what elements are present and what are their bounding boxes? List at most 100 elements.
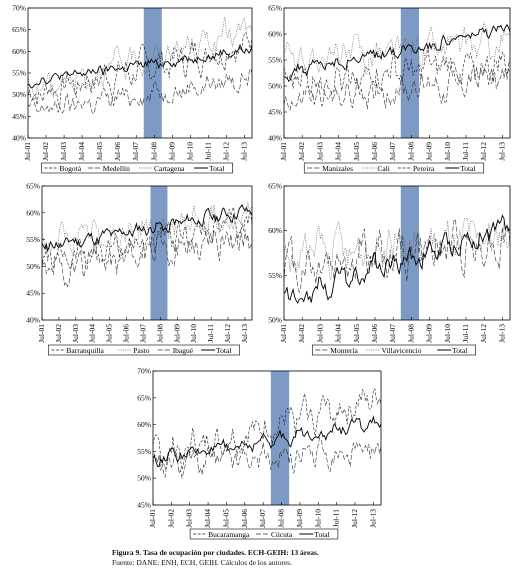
series-line-3 — [283, 49, 511, 100]
y-tick-label: 55% — [268, 271, 282, 280]
x-tick-label: Jul-06 — [122, 324, 131, 343]
x-tick-label: Jul-03 — [315, 142, 324, 161]
x-tick-label: Jul-01 — [37, 324, 46, 343]
plot-frame — [27, 7, 253, 139]
x-tick-label: Jul-09 — [167, 142, 176, 161]
y-tick-label: 50% — [12, 90, 26, 99]
chart-panel-3: 40% 45% 50% 55% 60% 65% Jul-01 Jul-02 Jul-03 Jul-… — [26, 182, 253, 356]
series-line-2 — [283, 22, 511, 75]
legend-box — [189, 528, 339, 540]
legend-label: Total — [452, 346, 467, 355]
x-tick-label: Jul-11 — [203, 142, 212, 161]
y-tick-label: 70% — [137, 367, 151, 376]
y-tick-label: 40% — [12, 134, 26, 143]
x-tick-label: Jul-01 — [23, 142, 32, 161]
x-tick-label: Jul-05 — [221, 509, 230, 528]
shaded-period-band — [270, 371, 290, 505]
legend-label: Pereira — [413, 164, 435, 173]
x-tick-label: Jul-08 — [406, 142, 415, 161]
y-tick-label: 70% — [12, 4, 26, 13]
plot-frame — [152, 370, 382, 506]
x-tick-label: Jul-12 — [479, 324, 488, 343]
x-tick-label: Jul-10 — [189, 324, 198, 343]
x-tick-label: Jul-06 — [113, 142, 122, 161]
x-tick-label: Jul-04 — [334, 142, 343, 161]
x-tick-label: Jul-03 — [185, 509, 194, 528]
x-tick-label: Jul-09 — [425, 142, 434, 161]
series-line-4 — [41, 204, 253, 253]
series-line-2 — [283, 217, 511, 280]
y-tick-label: 40% — [268, 134, 282, 143]
y-tick-label: 65% — [26, 182, 40, 191]
chart-panel-1: 40% 45% 50% 55% 60% 65% 70% Jul-01 Jul-02 Jul-03 J… — [12, 4, 253, 174]
legend-label: Cúcuta — [271, 530, 293, 539]
y-tick-label: 40% — [26, 316, 40, 325]
chart-panel-5: 45% 50% 55% 60% 65% 70% Jul-01 Jul-02 Jul-03 Jul-… — [137, 367, 382, 540]
y-tick-label: 55% — [26, 235, 40, 244]
legend-label: Pasto — [133, 346, 150, 355]
x-tick-label: Jul-05 — [352, 142, 361, 161]
x-tick-label: Jul-10 — [443, 142, 452, 161]
chart-legend: Bogotá Medellín Cartagena Total — [41, 162, 233, 174]
y-tick-label: 45% — [26, 289, 40, 298]
shaded-period-band — [400, 8, 419, 138]
y-tick-label: 60% — [268, 30, 282, 39]
x-tick-label: Jul-09 — [172, 324, 181, 343]
caption-source: Fuente: DANE: ENH, ECH, GEIH. Cálculos d… — [112, 558, 292, 567]
x-tick-label: Jul-07 — [131, 142, 140, 161]
shaded-period-band — [143, 8, 162, 138]
y-tick-label: 60% — [137, 420, 151, 429]
series-line-4 — [27, 43, 253, 89]
chart-legend: Manizales Cali Pereira Total — [303, 162, 485, 174]
shaded-period-band — [150, 186, 168, 320]
legend-label: Ibagué — [173, 346, 194, 355]
legend-label: Bogotá — [59, 164, 81, 173]
series-line-1 — [152, 388, 382, 470]
y-tick-label: 50% — [268, 316, 282, 325]
x-tick-label: Jul-12 — [479, 142, 488, 161]
y-tick-label: 60% — [268, 226, 282, 235]
x-tick-label: Jul-07 — [138, 324, 147, 343]
y-tick-label: 55% — [137, 447, 151, 456]
x-tick-label: Jul-10 — [313, 509, 322, 528]
x-tick-label: Jul-13 — [239, 142, 248, 161]
y-tick-label: 50% — [137, 474, 151, 483]
legend-label: Cartagena — [154, 164, 185, 173]
legend-label: Total — [216, 346, 231, 355]
figure-caption: Figura 9. Tasa de ocupación por ciudades… — [112, 548, 492, 568]
legend-label: Barranquilla — [66, 346, 104, 355]
legend-label: Total — [209, 164, 224, 173]
y-tick-label: 55% — [268, 56, 282, 65]
series-line-4 — [283, 23, 511, 82]
x-tick-label: Jul-03 — [59, 142, 68, 161]
legend-box — [41, 162, 233, 174]
y-tick-label: 50% — [26, 262, 40, 271]
legend-label: Cali — [377, 164, 390, 173]
x-tick-label: Jul-02 — [54, 324, 63, 343]
x-tick-label: Jul-09 — [295, 509, 304, 528]
series-line-3 — [152, 415, 382, 467]
x-tick-label: Jul-03 — [71, 324, 80, 343]
chart-legend: Montería Villavicencio Total — [311, 344, 476, 356]
series-line-2 — [152, 436, 382, 479]
series-line-1 — [283, 57, 511, 111]
y-tick-label: 45% — [268, 108, 282, 117]
x-tick-label: Jul-10 — [443, 324, 452, 343]
x-tick-label: Jul-10 — [185, 142, 194, 161]
y-tick-label: 50% — [268, 82, 282, 91]
legend-label: Manizales — [322, 164, 353, 173]
x-tick-label: Jul-01 — [148, 509, 157, 528]
x-tick-label: Jul-07 — [258, 509, 267, 528]
legend-label: Medellín — [103, 164, 130, 173]
x-tick-label: Jul-04 — [334, 324, 343, 343]
x-tick-label: Jul-11 — [206, 324, 215, 343]
y-tick-label: 45% — [12, 112, 26, 121]
x-tick-label: Jul-12 — [350, 509, 359, 528]
y-tick-label: 65% — [137, 393, 151, 402]
y-tick-label: 60% — [12, 47, 26, 56]
shaded-period-band — [400, 186, 419, 320]
y-tick-label: 65% — [12, 25, 26, 34]
plot-frame — [283, 185, 511, 321]
x-tick-label: Jul-06 — [370, 142, 379, 161]
